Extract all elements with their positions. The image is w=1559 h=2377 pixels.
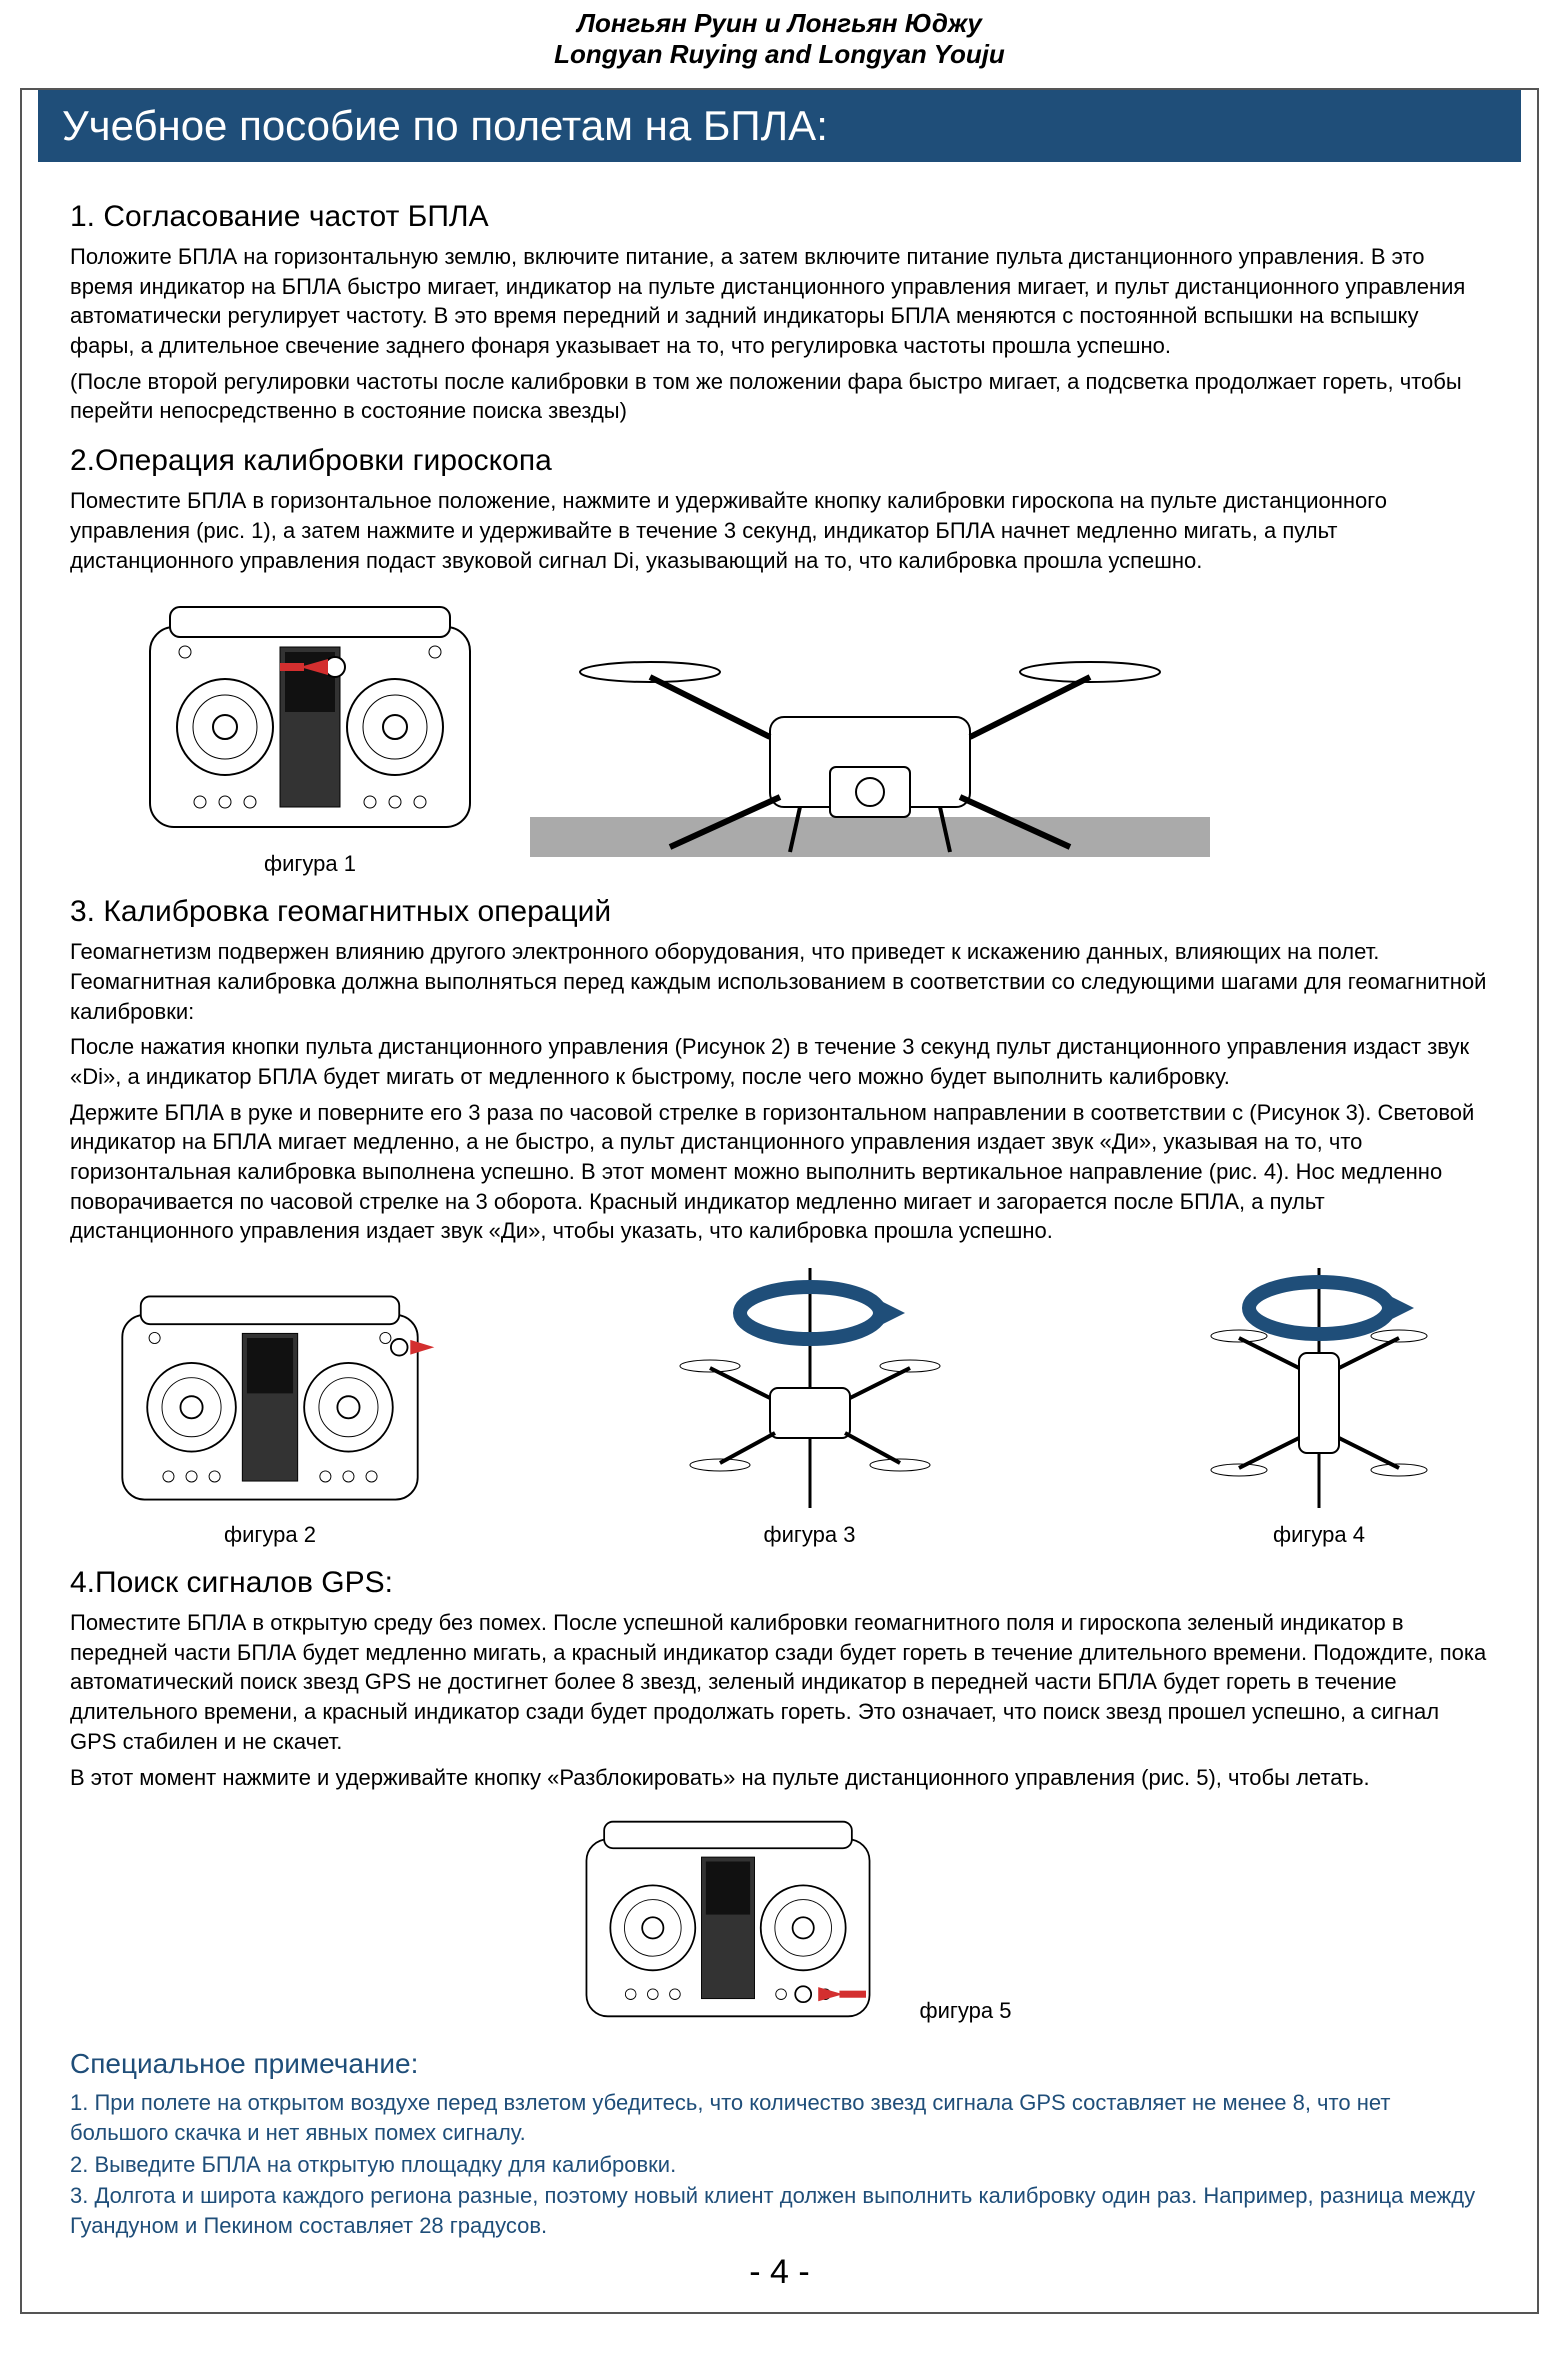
section2-heading: 2.Операция калибровки гироскопа [70,444,1489,478]
remote-controller-fig5-icon [548,1804,908,2034]
content-area: 1. Согласование частот БПЛА Положите БПЛ… [22,162,1537,2292]
figure-row-2: фигура 2 [70,1258,1489,1548]
figure-row-1: фигура 1 [130,587,1489,877]
figure4-block: фигура 4 [1169,1258,1469,1548]
figure5-block: фигура 5 [548,1804,1012,2034]
figure1-caption: фигура 1 [264,851,356,877]
figure3-block: фигура 3 [660,1258,960,1548]
section3-para1: Геомагнетизм подвержен влиянию другого э… [70,937,1489,1026]
drone-front-icon [530,617,1210,877]
figure3-caption: фигура 3 [764,1522,856,1548]
drone-front-block [530,617,1210,877]
section3-para3: Держите БПЛА в руке и поверните его 3 ра… [70,1098,1489,1246]
page-frame: Учебное пособие по полетам на БПЛА: 1. С… [20,88,1539,2314]
section3-heading: 3. Калибровка геомагнитных операций [70,895,1489,929]
section1-para2: (После второй регулировки частоты после … [70,367,1489,426]
drone-vertical-rotation-icon [1169,1258,1469,1518]
drone-horizontal-rotation-icon [660,1258,960,1518]
remote-controller-fig2-icon [90,1278,450,1518]
section1-heading: 1. Согласование частот БПЛА [70,200,1489,234]
figure2-caption: фигура 2 [224,1522,316,1548]
special-note-heading: Специальное примечание: [70,2048,1489,2080]
section1-para1: Положите БПЛА на горизонтальную землю, в… [70,242,1489,361]
section4-para1: Поместите БПЛА в открытую среду без поме… [70,1608,1489,1756]
special-note-item2: 2. Выведите БПЛА на открытую площадку дл… [70,2150,1489,2180]
figure1-block: фигура 1 [130,587,490,877]
special-note-item1: 1. При полете на открытом воздухе перед … [70,2088,1489,2147]
section4-para2: В этот момент нажмите и удерживайте кноп… [70,1763,1489,1793]
title-bar: Учебное пособие по полетам на БПЛА: [38,90,1521,162]
remote-controller-fig1-icon [130,587,490,847]
section2-para1: Поместите БПЛА в горизонтальное положени… [70,486,1489,575]
figure2-block: фигура 2 [90,1278,450,1548]
figure5-caption: фигура 5 [920,1998,1012,2024]
header-line-ru: Лонгьян Руин и Лонгьян Юджу [0,0,1559,39]
page-number: - 4 - [70,2253,1489,2292]
section3-para2: После нажатия кнопки пульта дистанционно… [70,1032,1489,1091]
special-note-item3: 3. Долгота и широта каждого региона разн… [70,2181,1489,2240]
section4-heading: 4.Поиск сигналов GPS: [70,1566,1489,1600]
figure4-caption: фигура 4 [1273,1522,1365,1548]
header-line-en: Longyan Ruying and Longyan Youju [0,39,1559,78]
figure-row-3: фигура 5 [70,1804,1489,2034]
